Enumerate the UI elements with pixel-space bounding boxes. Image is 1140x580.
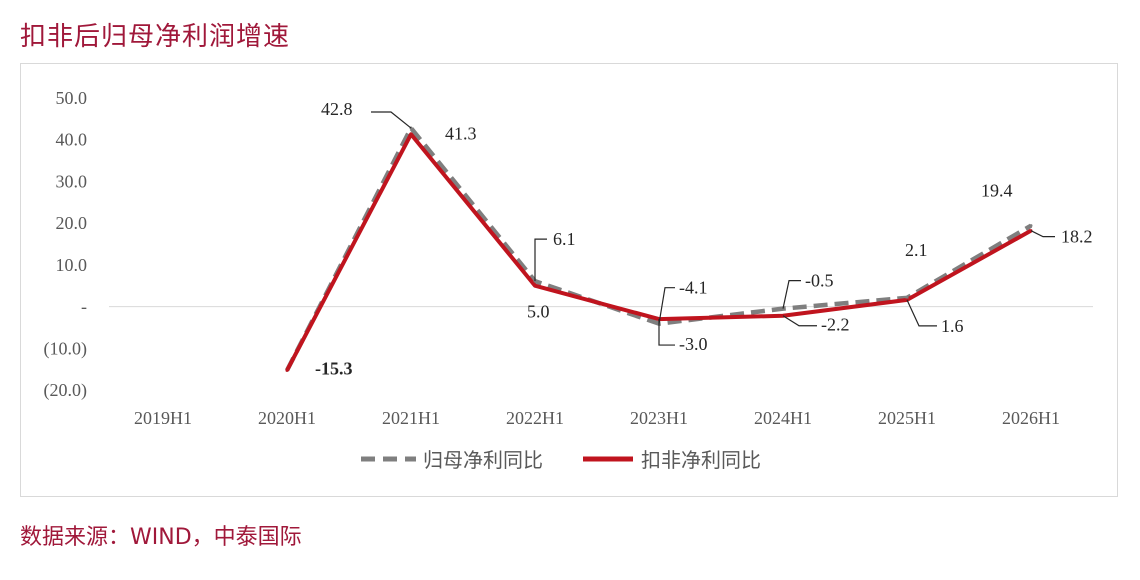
data-point-gui-mu [533, 279, 537, 283]
y-tick-label: 20.0 [56, 213, 88, 233]
x-tick-label: 2026H1 [1002, 408, 1060, 428]
x-tick-label: 2020H1 [258, 408, 316, 428]
data-label-kou-fei: 41.3 [445, 123, 477, 143]
data-label-gui-mu: 42.8 [321, 99, 353, 119]
leader-line [658, 287, 675, 324]
data-label-kou-fei: 18.2 [1061, 227, 1093, 247]
data-point-kou-fei [533, 284, 537, 288]
data-label-kou-fei: -2.2 [821, 315, 850, 335]
x-tick-label: 2024H1 [754, 408, 812, 428]
chart-title: 扣非后归母净利润增速 [20, 22, 291, 52]
chart-frame: 50.0 40.0 30.0 20.0 10.0 - (10.0) (20.0) 2019H1 2… [20, 63, 1118, 497]
data-label-gui-mu: 2.1 [905, 240, 928, 260]
y-tick-label: 40.0 [56, 130, 88, 150]
y-tick-label: (20.0) [44, 380, 88, 401]
data-point-kou-fei [285, 368, 289, 372]
legend-label-gui-mu: 归母净利同比 [423, 448, 543, 472]
line-chart: 50.0 40.0 30.0 20.0 10.0 - (10.0) (20.0) 2019H1 2… [44, 88, 1093, 472]
x-tick-label: 2025H1 [878, 408, 936, 428]
x-tick-label: 2022H1 [506, 408, 564, 428]
source-note: 数据来源：WIND，中泰国际 [20, 525, 302, 550]
y-tick-label: 50.0 [56, 88, 88, 108]
data-point-kou-fei [409, 132, 413, 136]
leader-line [534, 238, 547, 282]
data-point-gui-mu [905, 296, 909, 300]
data-point-gui-mu [1029, 224, 1033, 228]
y-tick-label: 10.0 [56, 255, 88, 275]
data-label-kou-fei: 1.6 [941, 316, 964, 336]
leader-line [906, 299, 937, 327]
leader-line [371, 111, 412, 129]
x-tick-label: 2023H1 [630, 408, 688, 428]
y-tick-label: 30.0 [56, 171, 88, 191]
data-label-kou-fei: -3.0 [679, 334, 708, 354]
y-tick-label: - [81, 297, 87, 317]
x-tick-label: 2019H1 [134, 408, 192, 428]
data-label-gui-mu: 6.1 [553, 229, 576, 249]
data-label-gui-mu: 19.4 [981, 181, 1013, 201]
data-label-kou-fei: -15.3 [315, 358, 353, 378]
data-label-kou-fei: 5.0 [527, 302, 550, 322]
data-label-gui-mu: -0.5 [805, 271, 834, 291]
data-label-gui-mu: -4.1 [679, 278, 708, 298]
y-tick-label: (10.0) [44, 338, 88, 359]
leader-line [782, 280, 801, 309]
leader-line [1030, 230, 1055, 238]
leader-line [658, 319, 675, 346]
leader-line [782, 315, 817, 327]
x-tick-label: 2021H1 [382, 408, 440, 428]
legend-label-kou-fei: 扣非净利同比 [641, 448, 761, 472]
